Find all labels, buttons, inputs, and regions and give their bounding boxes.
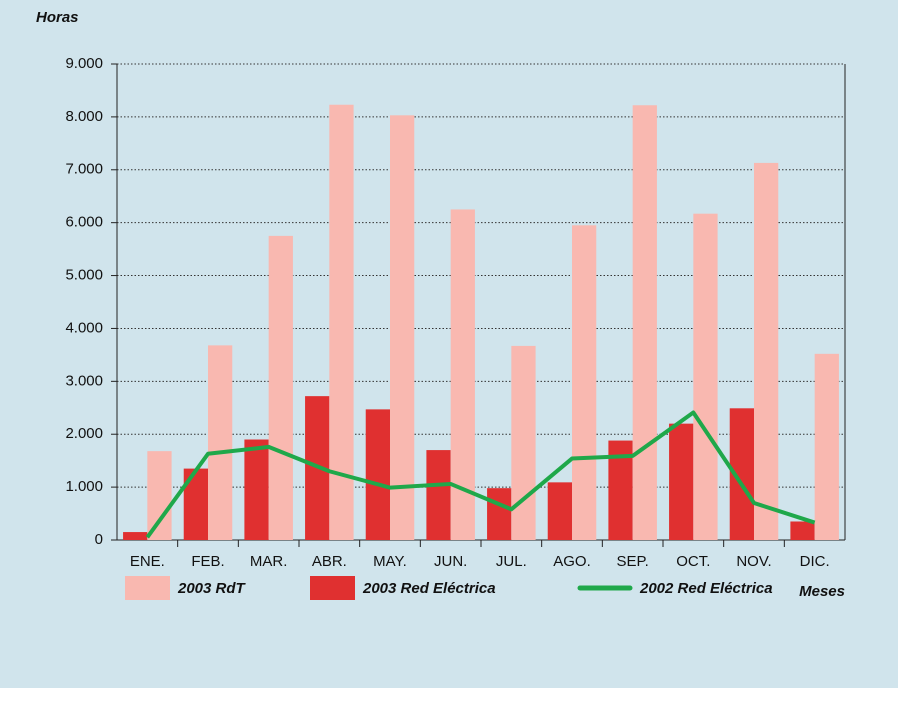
- x-tick-label: NOV.: [736, 553, 771, 570]
- bar: [268, 235, 293, 540]
- y-tick-label: 7.000: [65, 161, 103, 178]
- bar: [693, 213, 718, 541]
- bar: [572, 225, 597, 541]
- bar: [487, 488, 512, 540]
- x-tick-label: DIC.: [800, 553, 830, 570]
- bar: [790, 521, 815, 540]
- bar: [426, 450, 451, 540]
- bar: [632, 105, 657, 541]
- y-tick-label: 8.000: [65, 108, 103, 125]
- x-tick-label: MAR.: [250, 553, 288, 570]
- bar: [511, 345, 536, 540]
- x-tick-label: SEP.: [617, 553, 649, 570]
- y-tick-label: 2.000: [65, 425, 103, 442]
- bar: [208, 345, 233, 540]
- x-tick-label: JUN.: [434, 553, 467, 570]
- bar: [390, 115, 415, 541]
- y-tick-label: 9.000: [65, 55, 103, 72]
- y-tick-label: 5.000: [65, 267, 103, 284]
- legend-swatch: [310, 576, 355, 600]
- x-tick-label: OCT.: [676, 553, 710, 570]
- legend-label: 2003 RdT: [177, 580, 247, 597]
- x-tick-label: ENE.: [130, 553, 165, 570]
- x-axis-title: Meses: [799, 583, 845, 600]
- y-tick-label: 6.000: [65, 214, 103, 231]
- y-tick-label: 4.000: [65, 319, 103, 336]
- bar: [814, 353, 839, 540]
- y-axis-title: Horas: [36, 9, 79, 26]
- background: [0, 0, 898, 688]
- bar: [329, 104, 354, 541]
- legend-label: 2002 Red Eléctrica: [639, 580, 773, 597]
- x-tick-label: AGO.: [553, 553, 591, 570]
- legend-swatch: [125, 576, 170, 600]
- bar: [147, 451, 172, 540]
- y-tick-label: 3.000: [65, 372, 103, 389]
- bar: [754, 162, 779, 540]
- bar: [365, 409, 390, 540]
- bar: [547, 482, 572, 540]
- line: [145, 410, 816, 539]
- y-tick-label: 0: [95, 531, 103, 548]
- y-tick-label: 1.000: [65, 478, 103, 495]
- x-tick-label: MAY.: [373, 553, 407, 570]
- bar: [669, 423, 694, 540]
- bar: [123, 532, 148, 540]
- x-tick-label: ABR.: [312, 553, 347, 570]
- x-tick-label: FEB.: [191, 553, 224, 570]
- legend-label: 2003 Red Eléctrica: [362, 580, 496, 597]
- bar: [244, 439, 269, 540]
- x-tick-label: JUL.: [496, 553, 527, 570]
